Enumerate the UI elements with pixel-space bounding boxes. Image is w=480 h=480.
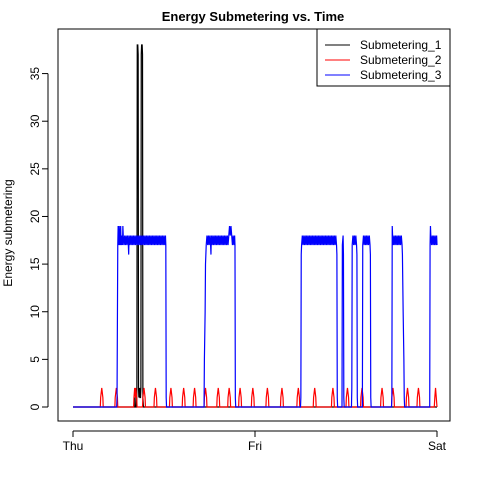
series-line-submetering-3: [73, 225, 438, 408]
x-tick-label-fri: Fri: [248, 439, 262, 453]
series-line-submetering-2: [73, 387, 438, 408]
legend-label-submetering-3: Submetering_3: [360, 68, 442, 82]
y-tick-label-3: 15: [28, 257, 42, 271]
y-tick-label-7: 35: [28, 67, 42, 81]
y-tick-label-0: 0: [28, 403, 42, 410]
y-axis: 0 5 10 15 20 25 30 35: [28, 67, 49, 410]
y-tick-label-6: 30: [28, 114, 42, 128]
y-tick-label-5: 25: [28, 162, 42, 176]
x-tick-label-sat: Sat: [428, 439, 447, 453]
x-tick-label-thu: Thu: [63, 439, 84, 453]
x-axis: Thu Fri Sat: [63, 430, 447, 453]
plot-frame: [57, 28, 451, 422]
y-tick-label-1: 5: [28, 356, 42, 363]
y-tick-label-2: 10: [28, 305, 42, 319]
legend: Submetering_1 Submetering_2 Submetering_…: [316, 28, 451, 87]
chart-title: Energy Submetering vs. Time: [162, 9, 345, 24]
y-axis-label: Energy submetering: [1, 179, 15, 286]
legend-label-submetering-2: Submetering_2: [360, 53, 442, 67]
legend-label-submetering-1: Submetering_1: [360, 38, 442, 52]
series-layer: [73, 44, 438, 408]
series-line-submetering-1: [73, 44, 437, 408]
y-tick-label-4: 20: [28, 209, 42, 223]
legend-box: [316, 28, 451, 87]
